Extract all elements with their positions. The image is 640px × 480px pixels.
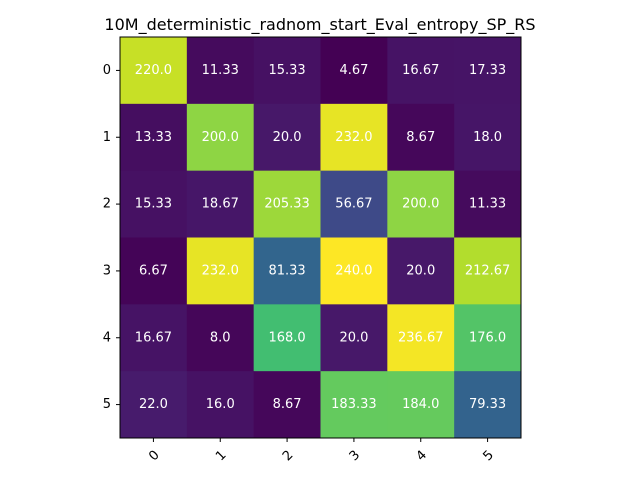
heatmap-cell [320,103,388,172]
heatmap-cell [454,371,522,439]
heatmap-cell [320,237,388,305]
heatmap-cell-label: 81.33 [268,263,305,278]
y-tick-label: 1 [103,130,111,145]
y-tick-label: 5 [103,397,111,412]
heatmap-cell-label: 4.67 [339,63,368,78]
heatmap-cell [320,37,388,105]
heatmap-cell-label: 15.33 [135,197,172,212]
heatmap-cell-label: 212.67 [465,263,511,278]
heatmap-cell [253,103,321,172]
heatmap-cell-label: 200.0 [202,130,239,145]
heatmap-cell [320,304,388,372]
heatmap-cell-label: 20.0 [406,263,435,278]
heatmap-cell [186,371,255,439]
heatmap-cell [387,371,455,439]
heatmap-cell [253,37,321,105]
heatmap-cell-label: 8.67 [273,397,302,412]
heatmap-cell [387,170,455,238]
plot-frame [119,36,522,439]
heatmap-cell-label: 232.0 [335,130,372,145]
heatmap-cell-label: 20.0 [339,330,368,345]
heatmap-cell [120,103,188,172]
heatmap-cell [454,304,522,372]
y-tick-label: 4 [103,330,111,345]
heatmap-cell [120,170,188,238]
heatmap-cell [253,170,321,238]
heatmap-cell-label: 6.67 [139,263,168,278]
chart-title: 10M_deterministic_radnom_start_Eval_entr… [104,15,535,35]
heatmap-cell-label: 176.0 [469,330,506,345]
heatmap-cell-label: 205.33 [264,197,310,212]
y-tick-label: 3 [103,263,111,278]
heatmap-cell-label: 79.33 [469,397,506,412]
heatmap-cell [454,170,522,238]
heatmap-cell [186,304,255,372]
heatmap-cell-label: 20.0 [273,130,302,145]
heatmap-cell [186,37,255,105]
heatmap-cell [454,103,522,172]
heatmap-cell-label: 168.0 [268,330,305,345]
heatmap-cell-label: 11.33 [469,197,506,212]
heatmap-cell [120,37,188,105]
heatmap-cell [320,170,388,238]
heatmap-cell [253,371,321,439]
heatmap-cell-label: 22.0 [139,397,168,412]
x-tick-label: 1 [213,448,229,464]
x-tick-label: 2 [280,448,296,464]
heatmap-cell-label: 236.67 [398,330,444,345]
heatmap-cell-label: 232.0 [202,263,239,278]
heatmap-cell-label: 18.0 [473,130,502,145]
heatmap-cell [387,304,455,372]
heatmap-cell-label: 11.33 [202,63,239,78]
y-tick-label: 0 [103,63,111,78]
heatmap-cell-label: 8.67 [406,130,435,145]
heatmap-cell-label: 56.67 [335,197,372,212]
heatmap-cell [120,304,188,372]
heatmap-cell-labels: 220.0 11.33 15.33 4.67 16.67 17.33 13.33 200.0 2… [135,63,511,412]
heatmap-cells [120,37,522,439]
x-tick-label: 4 [414,448,430,464]
heatmap-cell [253,237,321,305]
heatmap-cell-label: 17.33 [469,63,506,78]
heatmap-cell-label: 220.0 [135,63,172,78]
heatmap-cell-label: 184.0 [402,397,439,412]
heatmap-cell [387,103,455,172]
heatmap-cell-label: 16.0 [206,397,235,412]
heatmap-cell [253,304,321,372]
heatmap-cell-label: 15.33 [268,63,305,78]
x-tick-label: 3 [347,448,363,464]
heatmap-cell [320,371,388,439]
heatmap-cell-label: 16.67 [135,330,172,345]
heatmap-cell-label: 240.0 [335,263,372,278]
heatmap-cell [186,237,255,305]
heatmap-cell [454,37,522,105]
heatmap-cell [120,237,188,305]
heatmap-cell-label: 18.67 [202,197,239,212]
heatmap-cell [387,237,455,305]
x-tick-label: 0 [146,448,162,464]
heatmap-cell-label: 16.67 [402,63,439,78]
heatmap-cell-label: 200.0 [402,197,439,212]
heatmap-cell-label: 183.33 [331,397,377,412]
heatmap-cell-label: 8.0 [210,330,231,345]
y-tick-label: 2 [103,197,111,212]
heatmap-cell [186,103,255,172]
heatmap-cell [387,37,455,105]
heatmap-cell [120,371,188,439]
heatmap-cell-label: 13.33 [135,130,172,145]
heatmap-cell [454,237,522,305]
heatmap-cell [186,170,255,238]
x-tick-label: 5 [480,448,496,464]
